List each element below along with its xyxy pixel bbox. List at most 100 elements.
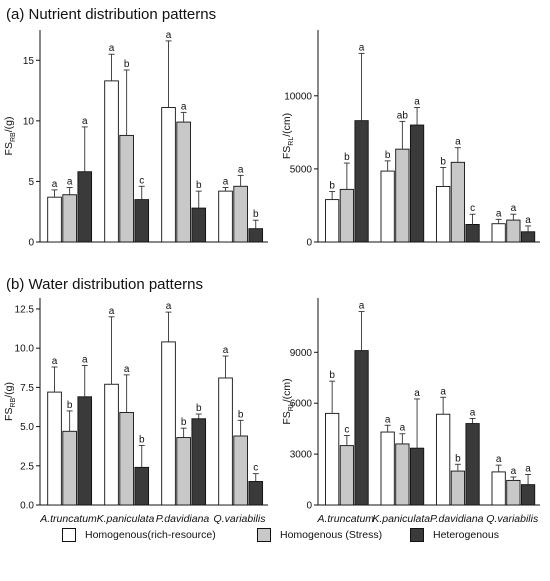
y-tick-label: 5 — [28, 177, 34, 188]
legend-item-heterogenous: Heterogenous — [410, 528, 499, 542]
legend-swatch-rich — [62, 528, 76, 542]
bar — [491, 223, 506, 243]
category-label: A.truncatum — [316, 513, 374, 525]
significance-letter: a — [109, 306, 115, 317]
legend-swatch-stress — [257, 528, 271, 542]
significance-letter: a — [67, 176, 73, 187]
significance-letter: b — [67, 400, 73, 411]
bar — [134, 199, 150, 243]
significance-letter: ab — [397, 110, 409, 121]
significance-letter: b — [385, 150, 391, 161]
significance-letter: b — [455, 453, 461, 464]
bar — [465, 423, 480, 506]
significance-letter: c — [139, 175, 144, 186]
y-tick-label: 5.0 — [20, 422, 34, 433]
significance-letter: a — [511, 466, 517, 477]
bar — [409, 447, 425, 506]
bar — [506, 219, 521, 243]
significance-letter: a — [385, 414, 391, 425]
bar — [436, 413, 451, 506]
category-label: Q.variabilis — [214, 513, 267, 525]
significance-letter: a — [166, 301, 172, 312]
bar — [161, 107, 176, 243]
category-label: P.davidiana — [430, 513, 484, 525]
bar — [354, 120, 369, 243]
bar — [233, 435, 248, 506]
significance-letter: a — [414, 96, 420, 107]
y-axis-label-unit: /(cm) — [281, 378, 293, 402]
bar — [491, 471, 506, 506]
significance-letter: b — [196, 403, 202, 414]
bar — [395, 443, 410, 506]
significance-letter: a — [82, 116, 88, 127]
significance-letter: a — [525, 215, 531, 226]
y-axis-label-sub: RB — [10, 132, 17, 142]
significance-letter: b — [181, 417, 187, 428]
significance-letter: a — [124, 364, 130, 375]
y-tick-label: 15 — [23, 56, 35, 67]
category-label: A.truncatum — [39, 513, 97, 525]
bar — [62, 194, 77, 243]
significance-letter: a — [400, 423, 406, 434]
significance-letter: b — [196, 180, 202, 191]
bar — [409, 124, 425, 243]
significance-letter: a — [440, 386, 446, 397]
legend: Homogenous(rich-resource) Homogenous (St… — [0, 528, 550, 548]
significance-letter: a — [52, 356, 58, 367]
legend-label-stress: Homogenous (Stress) — [280, 529, 383, 541]
y-tick-label: 10 — [23, 116, 35, 127]
significance-letter: a — [359, 42, 365, 53]
y-tick-label: 0 — [306, 501, 312, 512]
significance-letter: a — [52, 179, 58, 190]
category-label: Q.variabilis — [486, 513, 539, 525]
bar — [325, 199, 340, 243]
chart-panel-3: 0.0 2.5 5.0 7.5 10.0 12.5 FSRB/(g) a b a A.truncat… — [3, 298, 268, 525]
bar — [395, 148, 410, 243]
significance-letter: a — [359, 301, 365, 312]
y-axis-label: FSRB/(g) — [3, 117, 17, 156]
bar — [506, 479, 521, 506]
bar — [248, 481, 264, 506]
bar — [325, 412, 340, 506]
y-tick-label: 2.5 — [20, 461, 34, 472]
bar — [520, 231, 536, 243]
y-axis-label-main: FS — [281, 411, 293, 424]
y-tick-label: 0.0 — [20, 501, 34, 512]
significance-letter: b — [139, 434, 145, 445]
y-tick-label: 10000 — [284, 91, 312, 102]
bar — [248, 228, 264, 243]
significance-letter: a — [82, 354, 88, 365]
bar — [339, 445, 354, 506]
significance-letter: b — [329, 181, 335, 192]
category-label: K.paniculata — [97, 513, 155, 525]
y-axis-label: FSRL/(cm) — [281, 113, 295, 159]
section-b-title: (b) Water distribution patterns — [6, 276, 204, 293]
y-axis-label-unit: /(cm) — [281, 113, 293, 137]
y-axis-label: FSRB/(g) — [3, 382, 17, 421]
bar — [134, 466, 150, 506]
significance-letter: a — [223, 345, 229, 356]
y-tick-label: 12.5 — [15, 304, 35, 315]
y-axis-label-main: FS — [3, 408, 15, 421]
category-label: P.davidiana — [156, 513, 210, 525]
bar — [436, 185, 451, 243]
legend-item-stress: Homogenous (Stress) — [257, 528, 382, 542]
y-tick-label: 7.5 — [20, 383, 34, 394]
bar — [161, 341, 176, 506]
significance-letter: b — [329, 370, 335, 381]
significance-letter: a — [181, 101, 187, 112]
chart-panel-4: 0300060009000FSRL/(cm)bcaA.truncatumaaaK… — [281, 298, 540, 525]
bar — [119, 412, 134, 506]
y-axis-label-sub: RL — [288, 402, 295, 411]
significance-letter: a — [470, 407, 476, 418]
significance-letter: c — [344, 424, 349, 435]
y-axis-label: FSRL/(cm) — [281, 378, 295, 424]
significance-letter: a — [511, 203, 517, 214]
bar — [450, 161, 465, 243]
y-axis-label-sub: RL — [288, 137, 295, 146]
bar — [233, 185, 248, 243]
significance-letter: a — [455, 137, 461, 148]
significance-letter: a — [496, 208, 502, 219]
